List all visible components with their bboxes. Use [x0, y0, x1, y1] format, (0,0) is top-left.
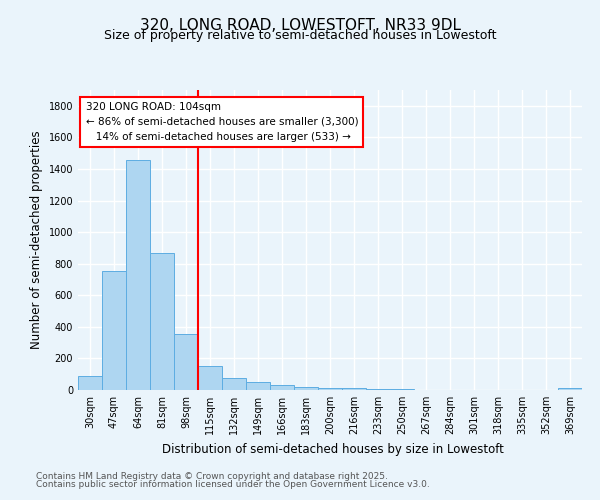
- Bar: [102, 271, 126, 390]
- Bar: [294, 386, 318, 390]
- Bar: [150, 254, 174, 390]
- Bar: [126, 160, 150, 390]
- Bar: [246, 382, 270, 390]
- Text: 320 LONG ROAD: 104sqm
← 86% of semi-detached houses are smaller (3,300)
   14% o: 320 LONG ROAD: 104sqm ← 86% of semi-deta…: [86, 102, 358, 142]
- Bar: [222, 378, 246, 390]
- Bar: [366, 389, 390, 390]
- Bar: [198, 366, 222, 390]
- Text: Size of property relative to semi-detached houses in Lowestoft: Size of property relative to semi-detach…: [104, 29, 496, 42]
- Bar: [342, 388, 366, 390]
- Bar: [318, 388, 342, 390]
- Bar: [270, 385, 294, 390]
- Bar: [558, 388, 582, 390]
- Text: Contains public sector information licensed under the Open Government Licence v3: Contains public sector information licen…: [36, 480, 430, 489]
- Text: 320, LONG ROAD, LOWESTOFT, NR33 9DL: 320, LONG ROAD, LOWESTOFT, NR33 9DL: [139, 18, 461, 32]
- Bar: [78, 376, 102, 390]
- Text: Distribution of semi-detached houses by size in Lowestoft: Distribution of semi-detached houses by …: [162, 442, 504, 456]
- Y-axis label: Number of semi-detached properties: Number of semi-detached properties: [30, 130, 43, 350]
- Text: Contains HM Land Registry data © Crown copyright and database right 2025.: Contains HM Land Registry data © Crown c…: [36, 472, 388, 481]
- Bar: [174, 334, 198, 390]
